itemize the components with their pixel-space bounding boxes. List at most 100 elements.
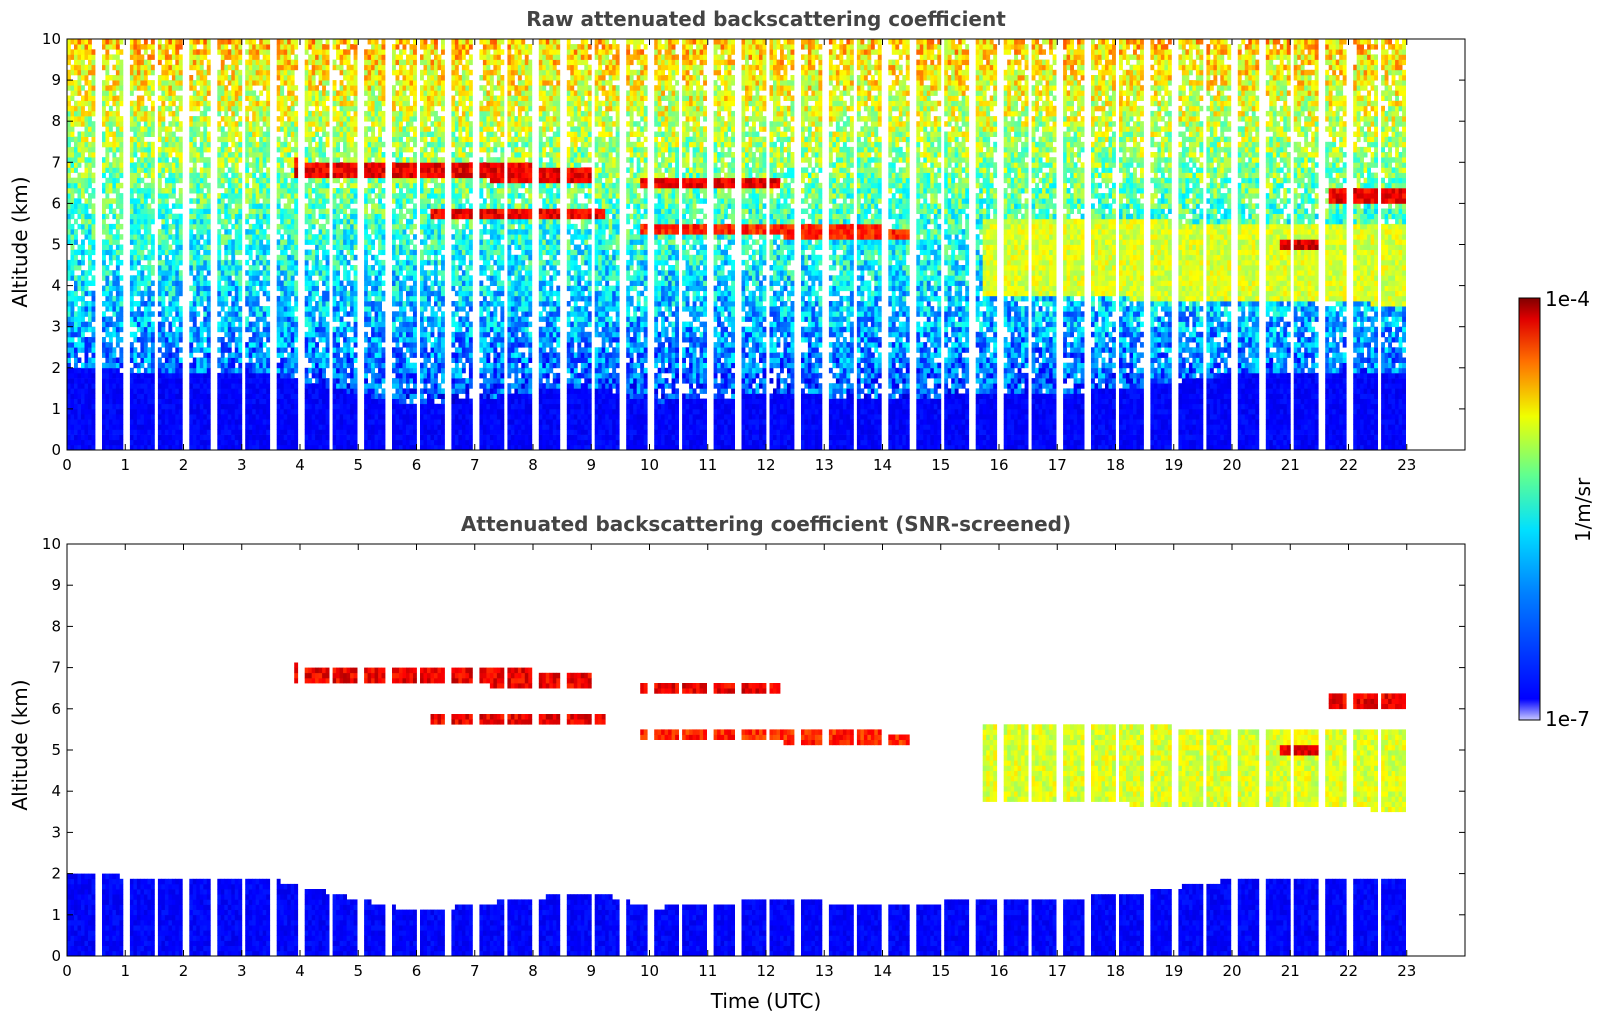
panel-raw-cell <box>189 362 194 369</box>
panel-raw-cell <box>248 347 253 353</box>
panel-raw-cell <box>168 352 173 358</box>
panel-raw-cell <box>105 203 110 209</box>
panel-raw-cell <box>168 85 173 91</box>
panel-raw-cell <box>91 367 96 374</box>
panel-raw-cell <box>112 383 117 389</box>
panel-raw-cell <box>164 398 169 405</box>
panel-raw-cell <box>322 126 326 132</box>
panel-raw-cell <box>192 95 197 101</box>
panel-raw-cell <box>157 80 162 86</box>
panel-raw-cell <box>367 59 372 66</box>
panel-raw-cell <box>248 141 253 148</box>
panel-raw-cell <box>206 290 211 297</box>
panel-raw-cell <box>287 229 292 235</box>
panel-raw-cell <box>108 388 113 394</box>
panel-raw-cell <box>332 59 337 66</box>
panel-raw-cell <box>294 444 299 451</box>
panel-raw-cell <box>161 444 166 451</box>
panel-raw-cell <box>164 434 169 441</box>
panel-raw-cell <box>318 439 323 446</box>
panel-raw-cell <box>206 434 211 441</box>
panel-raw-cell <box>364 439 368 446</box>
panel-raw-cell <box>168 419 173 425</box>
panel-raw-cell <box>217 105 222 112</box>
panel-raw-cell <box>322 244 326 250</box>
panel-raw-cell <box>308 198 313 204</box>
panel-raw-cell <box>168 152 173 158</box>
panel-raw-cell <box>84 408 89 415</box>
panel-raw-cell <box>140 239 145 245</box>
panel-raw-cell <box>252 393 257 399</box>
panel-raw-cell <box>318 182 323 189</box>
panel-raw-cell <box>115 49 120 55</box>
panel-raw-cell <box>315 306 319 312</box>
panel-raw-cell <box>220 383 225 389</box>
panel-raw-cell <box>332 167 337 173</box>
panel-raw-cell <box>70 383 75 389</box>
panel-raw-cell <box>136 398 141 405</box>
panel-raw-cell <box>248 254 253 261</box>
panel-raw-cell <box>143 218 148 225</box>
panel-raw-cell <box>280 285 285 292</box>
panel-raw-cell <box>105 85 110 91</box>
panel-raw-cell <box>175 136 180 143</box>
panel-raw-cell <box>192 249 197 256</box>
panel-raw-cell <box>350 239 354 245</box>
panel-raw-cell <box>276 306 281 312</box>
panel-raw-cell <box>374 347 379 353</box>
panel-raw-cell <box>311 64 316 71</box>
panel-raw-cell <box>81 424 85 430</box>
panel-raw-cell <box>147 367 152 374</box>
panel-raw-cell <box>308 95 313 101</box>
panel-raw-cell <box>262 188 267 194</box>
panel-raw-cell <box>129 193 134 199</box>
panel-raw-cell <box>304 39 309 45</box>
panel-raw-cell <box>245 429 250 435</box>
panel-raw-cell <box>255 357 260 363</box>
panel-raw-cell <box>262 429 267 435</box>
panel-raw-cell <box>346 152 351 158</box>
panel-raw-cell <box>252 403 257 410</box>
panel-raw-cell <box>332 444 337 451</box>
panel-raw-cell <box>196 285 201 292</box>
panel-raw-cell <box>346 408 351 415</box>
panel-raw-cell <box>325 208 330 214</box>
panel-raw-cell <box>245 342 250 348</box>
panel-raw-cell <box>350 208 354 214</box>
panel-raw-cell <box>367 126 372 132</box>
panel-raw-cell <box>171 234 176 240</box>
panel-raw-cell <box>332 352 337 358</box>
panel-raw-cell <box>353 280 358 286</box>
panel-raw-cell <box>231 393 236 399</box>
panel-raw-cell <box>294 249 299 256</box>
panel-raw-cell <box>199 90 204 96</box>
panel-raw-cell <box>374 419 379 425</box>
panel-raw-cell <box>252 121 257 127</box>
panel-raw-cell <box>189 372 194 379</box>
panel-raw-cell <box>308 367 313 374</box>
panel-raw-cell <box>245 229 250 235</box>
panel-raw-cell <box>322 398 326 405</box>
panel-raw-cell <box>332 254 337 261</box>
panel-raw-cell <box>70 331 75 338</box>
panel-raw-cell <box>206 100 211 107</box>
panel-raw-cell <box>315 95 319 101</box>
panel-raw-cell <box>189 285 194 292</box>
panel-raw-cell <box>311 80 316 86</box>
panel-raw-cell <box>325 424 330 430</box>
panel-raw-cell <box>346 259 351 266</box>
panel-raw-cell <box>262 121 267 127</box>
panel-raw-cell <box>227 121 232 127</box>
panel-raw-cell <box>196 146 201 153</box>
panel-raw-cell <box>353 54 358 60</box>
panel-raw-cell <box>234 301 239 307</box>
panel-raw-cell <box>364 69 368 76</box>
panel-raw-cell <box>325 188 330 194</box>
panel-raw-cell <box>364 275 368 281</box>
panel-raw-cell <box>259 100 264 107</box>
panel-raw-cell <box>283 177 288 184</box>
panel-raw-cell <box>290 424 295 430</box>
panel-raw-cell <box>322 193 326 199</box>
panel-raw-cell <box>371 146 375 153</box>
panel-raw-cell <box>102 275 106 281</box>
